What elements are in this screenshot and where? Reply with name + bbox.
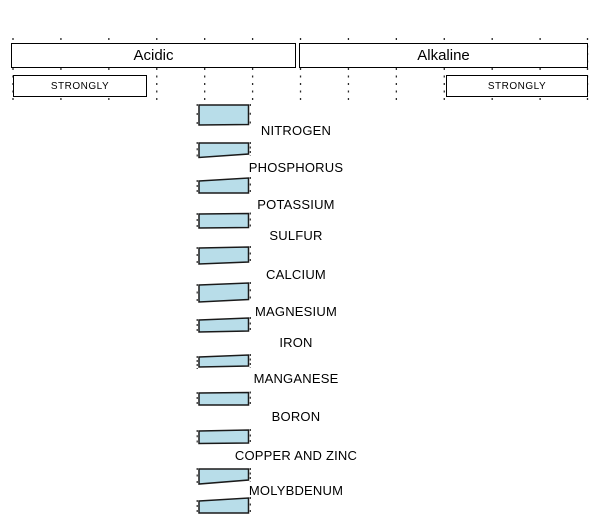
strongly-acidic-box: STRONGLY <box>13 75 147 97</box>
nutrient-bar <box>198 246 250 265</box>
acidic-region-box: Acidic <box>11 43 296 68</box>
nutrient-bar <box>198 468 250 485</box>
nutrient-bar <box>198 212 250 229</box>
nutrient-bar <box>198 104 250 126</box>
nutrient-bar <box>198 354 250 368</box>
nutrient-bar <box>198 391 250 406</box>
alkaline-region-box: Alkaline <box>299 43 588 68</box>
nutrient-bar <box>198 429 250 445</box>
acidic-region-label: Acidic <box>133 47 174 64</box>
nutrient-bar <box>198 282 250 303</box>
strongly-alkaline-label: STRONGLY <box>487 80 547 92</box>
alkaline-region-label: Alkaline <box>417 47 470 64</box>
nutrient-bar <box>198 497 250 514</box>
nutrient-bar <box>198 142 250 159</box>
nutrient-bar <box>198 317 250 333</box>
strongly-alkaline-box: STRONGLY <box>446 75 588 97</box>
nutrient-bar <box>198 177 250 194</box>
strongly-acidic-label: STRONGLY <box>50 80 110 92</box>
